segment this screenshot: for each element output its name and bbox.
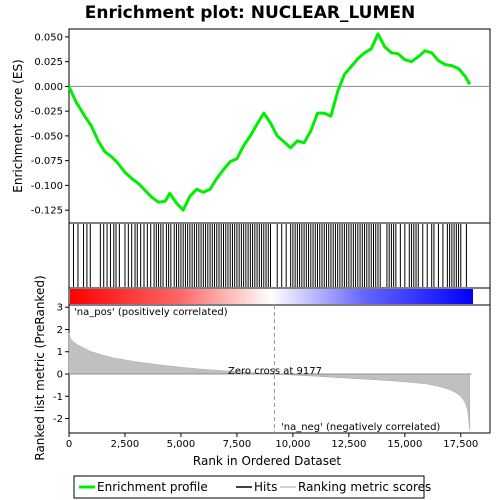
rank-x-tick-label: 12,500 bbox=[331, 439, 366, 450]
metric-y-axis: -2 -1 0 1 2 3 bbox=[53, 303, 69, 425]
rank-x-tick-label: 2,500 bbox=[111, 439, 140, 450]
rank-x-axis: 0 2,500 5,000 7,500 10,000 12,500 15,000 17,500 bbox=[66, 433, 478, 450]
ranked-metric-panel: -2 -1 0 1 2 3 0 2,500 5,000 7,500 10,000 12,500 15,… bbox=[33, 275, 491, 468]
metric-y-tick-label: 3 bbox=[57, 303, 63, 314]
pos-correlated-label: 'na_pos' (positively correlated) bbox=[74, 307, 228, 318]
metric-y-tick-label: 1 bbox=[57, 347, 63, 358]
rank-x-axis-label: Rank in Ordered Dataset bbox=[193, 454, 341, 468]
metric-y-tick-label: 2 bbox=[57, 325, 63, 336]
rank-x-tick-label: 15,000 bbox=[387, 439, 422, 450]
es-y-tick-label: 0.025 bbox=[34, 57, 63, 68]
rank-x-tick-label: 10,000 bbox=[275, 439, 310, 450]
es-y-axis-label: Enrichment score (ES) bbox=[11, 59, 25, 192]
hits-frame bbox=[68, 222, 491, 289]
es-y-tick-label: -0.125 bbox=[31, 206, 63, 217]
legend-hits-label: Hits bbox=[254, 480, 277, 494]
rank-x-tick-label: 5,000 bbox=[167, 439, 196, 450]
metric-y-tick-label: 0 bbox=[57, 370, 63, 381]
chart-title: Enrichment plot: NUCLEAR_LUMEN bbox=[85, 3, 416, 23]
es-y-tick-label: -0.100 bbox=[31, 181, 63, 192]
enrichment-profile-line bbox=[67, 32, 472, 212]
hit-markers bbox=[72, 224, 467, 287]
metric-y-tick-label: -1 bbox=[53, 392, 63, 403]
hits-panel bbox=[68, 222, 491, 289]
enrichment-score-panel: -0.125 -0.100 -0.075 -0.050 -0.025 0.000 0.025… bbox=[11, 28, 491, 224]
metric-y-axis-label: Ranked list metric (PreRanked) bbox=[33, 275, 47, 460]
es-y-tick-label: -0.050 bbox=[31, 131, 63, 142]
ranking-metric-area bbox=[68, 332, 471, 431]
legend-ranking-label: Ranking metric scores bbox=[298, 480, 431, 494]
legend-enrichment-label: Enrichment profile bbox=[97, 480, 208, 494]
es-plot-frame bbox=[68, 28, 491, 224]
rank-x-tick-label: 0 bbox=[66, 439, 72, 450]
es-y-tick-label: 0.000 bbox=[34, 82, 63, 93]
rank-colorbar bbox=[70, 289, 473, 304]
es-y-tick-label: -0.075 bbox=[31, 156, 63, 167]
rank-colorbar-panel bbox=[68, 287, 491, 306]
rank-x-tick-label: 7,500 bbox=[223, 439, 252, 450]
zero-cross-label: Zero cross at 9177 bbox=[228, 366, 322, 377]
chart-legend: Enrichment profile Hits Ranking metric s… bbox=[73, 475, 431, 499]
es-y-tick-label: -0.025 bbox=[31, 107, 63, 118]
es-y-tick-label: 0.050 bbox=[34, 32, 63, 43]
neg-correlated-label: 'na_neg' (negatively correlated) bbox=[281, 422, 440, 433]
metric-y-tick-label: -2 bbox=[53, 414, 63, 425]
rank-x-tick-label: 17,500 bbox=[443, 439, 478, 450]
es-y-axis: -0.125 -0.100 -0.075 -0.050 -0.025 0.000 0.025… bbox=[31, 32, 69, 217]
